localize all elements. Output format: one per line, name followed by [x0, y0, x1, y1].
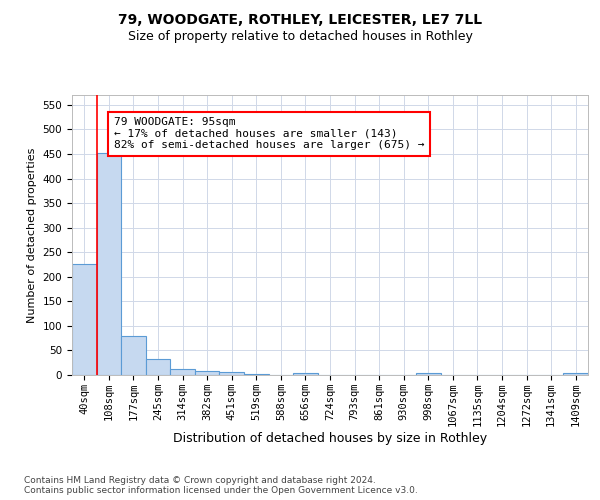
- Bar: [293, 373, 318, 375]
- Text: 79, WOODGATE, ROTHLEY, LEICESTER, LE7 7LL: 79, WOODGATE, ROTHLEY, LEICESTER, LE7 7L…: [118, 12, 482, 26]
- Bar: [170, 368, 195, 375]
- Text: Contains HM Land Registry data © Crown copyright and database right 2024.
Contai: Contains HM Land Registry data © Crown c…: [24, 476, 418, 495]
- X-axis label: Distribution of detached houses by size in Rothley: Distribution of detached houses by size …: [173, 432, 487, 445]
- Bar: [146, 359, 170, 375]
- Text: 79 WOODGATE: 95sqm
← 17% of detached houses are smaller (143)
82% of semi-detach: 79 WOODGATE: 95sqm ← 17% of detached hou…: [114, 117, 424, 150]
- Bar: [195, 370, 220, 375]
- Bar: [72, 264, 97, 375]
- Bar: [220, 372, 244, 375]
- Bar: [244, 374, 269, 375]
- Bar: [416, 373, 440, 375]
- Y-axis label: Number of detached properties: Number of detached properties: [27, 148, 37, 322]
- Bar: [563, 373, 588, 375]
- Text: Size of property relative to detached houses in Rothley: Size of property relative to detached ho…: [128, 30, 472, 43]
- Bar: [97, 153, 121, 375]
- Bar: [121, 336, 146, 375]
